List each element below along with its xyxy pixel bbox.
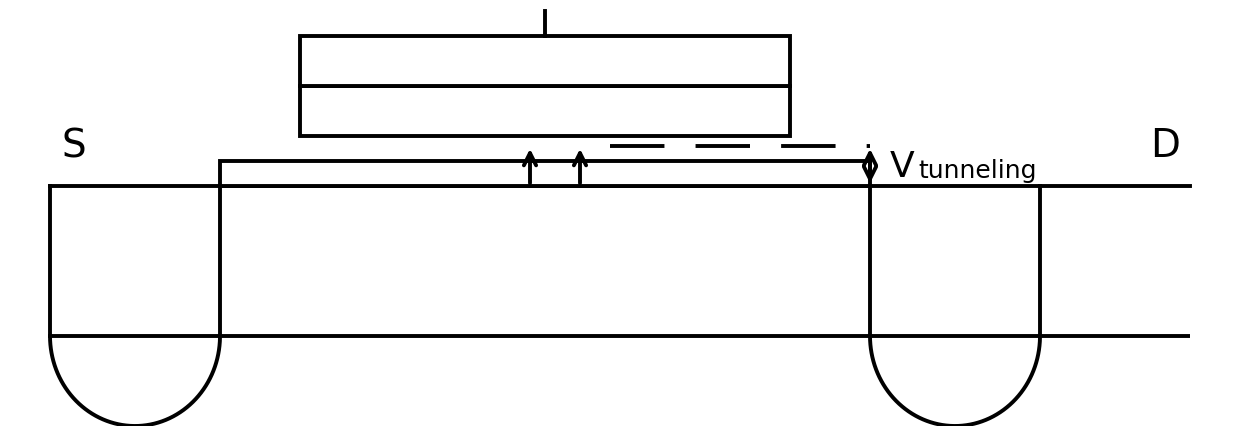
Text: S: S [62,127,87,164]
Text: tunneling: tunneling [918,158,1037,183]
Bar [300,87,790,137]
Text: D: D [1149,127,1180,164]
Bar [219,161,870,187]
Text: G: G [529,0,560,7]
Text: V: V [890,150,915,184]
Bar [300,37,790,87]
